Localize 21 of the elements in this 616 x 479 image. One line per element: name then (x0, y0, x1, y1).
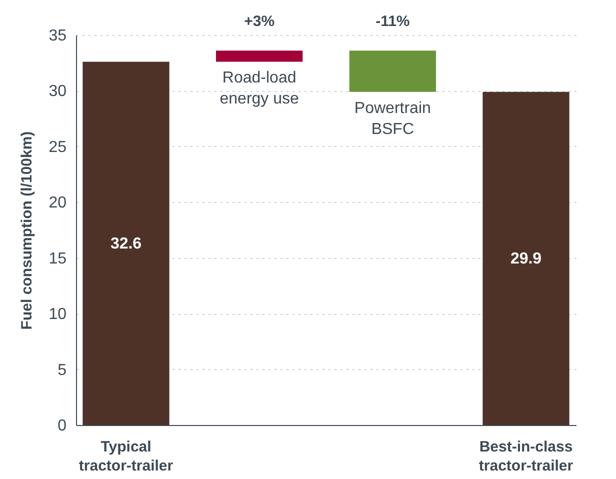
data-label: 32.6 (110, 235, 142, 252)
y-tick-label: 0 (58, 418, 67, 434)
x-tick-label: Road-load energy use (220, 70, 300, 108)
data-label: 29.9 (510, 250, 542, 268)
x-tick-label: Best-in-class tractor-trailer (478, 438, 574, 474)
y-tick-label: 10 (48, 306, 67, 324)
bar (349, 50, 436, 92)
y-tick-label: 25 (48, 138, 67, 156)
text: +3% (244, 13, 275, 30)
bar (82, 62, 170, 425)
bar (482, 92, 570, 425)
y-axis-title: Fuel consumption (l/100km) (18, 131, 36, 330)
y-tick-label: 30 (48, 83, 67, 100)
y-tick-label: 15 (48, 250, 67, 268)
y-tick-label: 35 (48, 28, 67, 44)
y-tick-label: 5 (58, 362, 67, 379)
y-tick-label: 20 (48, 194, 67, 212)
bar (216, 50, 303, 62)
text: -11% (376, 13, 410, 30)
x-tick-label: Powertrain BSFC (354, 100, 431, 138)
x-tick-label: Typical tractor-trailer (78, 438, 174, 474)
